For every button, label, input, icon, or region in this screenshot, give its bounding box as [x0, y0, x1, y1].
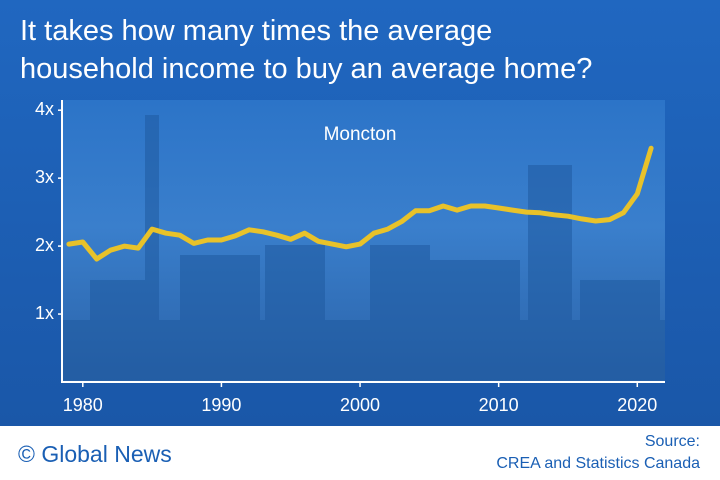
brand: © Global News	[18, 441, 172, 467]
chart-title: It takes how many times the average house…	[20, 15, 592, 85]
footer	[0, 426, 720, 480]
x-tick-label: 2000	[340, 395, 380, 415]
y-tick-label: 1x	[35, 303, 54, 323]
source: CREA and Statistics Canada	[496, 455, 700, 472]
skyline	[62, 115, 665, 380]
data-line	[66, 145, 654, 262]
x-tick-label: 1990	[201, 395, 241, 415]
y-tick-label: 3x	[35, 167, 54, 187]
y-tick-label: 4x	[35, 99, 54, 119]
y-tick-label: 2x	[35, 235, 54, 255]
x-tick-label: 2010	[479, 395, 519, 415]
x-tick-label: 1980	[63, 395, 103, 415]
source-label: Source:	[645, 433, 700, 450]
annotation: Moncton	[324, 124, 397, 145]
x-tick-label: 2020	[617, 395, 657, 415]
